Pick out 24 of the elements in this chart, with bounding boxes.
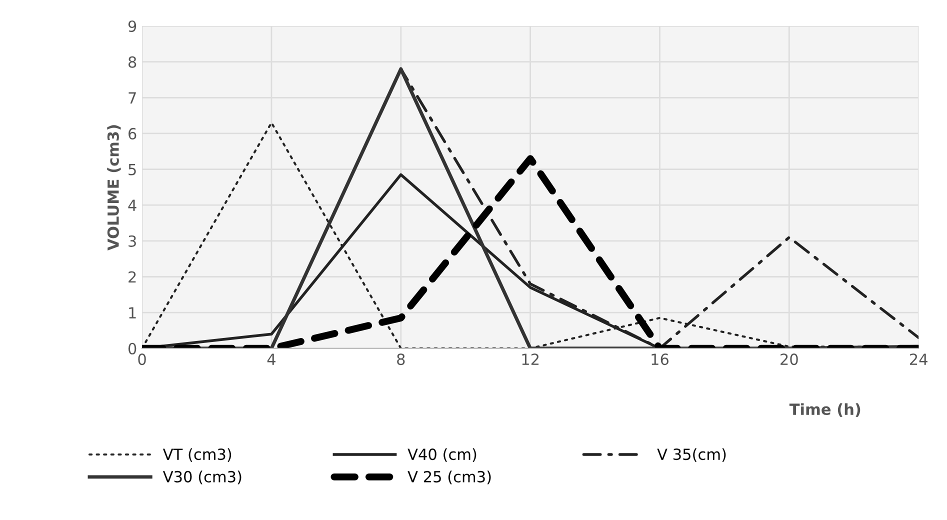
x-tick-label: 4 [267, 354, 276, 365]
y-tick-label: 0 [128, 342, 136, 354]
legend-label: V 25 (cm3) [408, 470, 491, 484]
x-tick-label: 8 [397, 354, 405, 366]
x-tick-label: 24 [910, 354, 928, 365]
x-axis-title: Time (h) [789, 403, 860, 417]
legend-label: V30 (cm3) [162, 470, 242, 484]
x-tick-label: 16 [652, 354, 668, 366]
y-tick-label: 7 [128, 92, 136, 104]
legend-label: VT (cm3) [162, 448, 232, 462]
y-tick-label: 3 [128, 235, 136, 247]
legend-label: V40 (cm) [408, 448, 476, 462]
x-tick-label: 0 [138, 354, 146, 366]
y-tick-label: 1 [129, 307, 136, 318]
y-tick-label: 4 [128, 200, 136, 211]
y-tick-label: 2 [128, 271, 136, 283]
y-tick-label: 9 [128, 20, 136, 32]
legend-label: V 35(cm) [657, 448, 726, 462]
x-tick-label: 20 [780, 354, 798, 366]
y-tick-label: 8 [128, 56, 136, 68]
y-tick-label: 6 [128, 128, 136, 140]
x-tick-label: 12 [522, 354, 539, 365]
y-axis-title: VOLUME (cm3) [107, 125, 121, 250]
y-tick-label: 5 [128, 164, 136, 176]
